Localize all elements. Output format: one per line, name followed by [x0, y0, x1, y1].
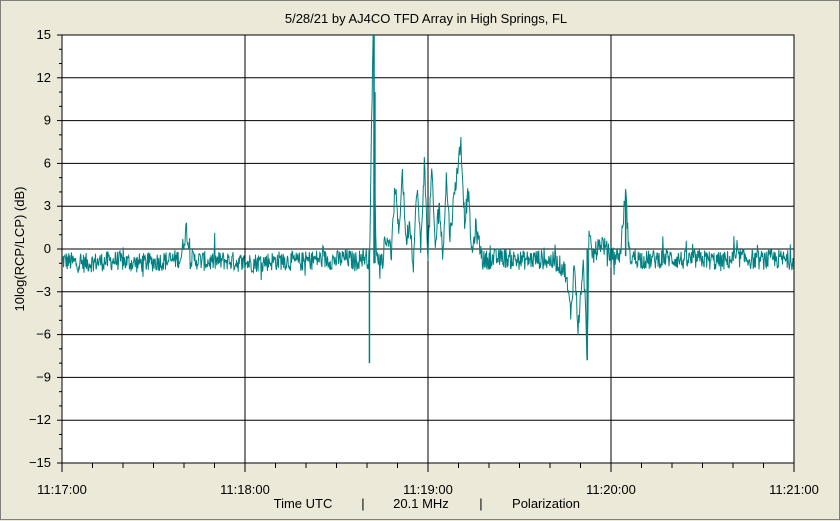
y-tick-label: −15: [29, 455, 51, 470]
x-axis: 11:17:00 11:18:00 11:19:00 11:20:00 11:21:00: [37, 463, 819, 497]
x-tick-label: 11:19:00: [403, 482, 453, 497]
y-tick-label: 15: [37, 27, 51, 42]
x-tick-label: 11:18:00: [220, 482, 270, 497]
y-axis: 15 12 9 6 3 0 −3 −6 −9 −12 −15: [29, 27, 62, 470]
y-tick-label: 6: [44, 155, 51, 170]
y-axis-label: 10log(RCP/LCP) (dB): [12, 187, 27, 312]
x-tick-label: 11:17:00: [37, 482, 87, 497]
x-axis-label-time: Time UTC: [274, 496, 333, 511]
y-tick-label: −3: [36, 284, 51, 299]
x-axis-label-freq: 20.1 MHz: [393, 496, 449, 511]
y-tick-label: 9: [44, 113, 51, 128]
y-tick-label: 0: [44, 241, 51, 256]
series-layer: [61, 34, 795, 364]
x-axis-label-mode: Polarization: [512, 496, 580, 511]
y-tick-label: 12: [37, 70, 51, 85]
series-line: [61, 34, 795, 358]
y-tick-label: −9: [36, 369, 51, 384]
x-axis-label: Time UTC | 20.1 MHz | Polarization: [274, 496, 580, 511]
chart-title: 5/28/21 by AJ4CO TFD Array in High Sprin…: [285, 11, 567, 26]
x-tick-label: 11:21:00: [769, 482, 819, 497]
y-tick-label: −12: [29, 412, 51, 427]
x-axis-label-sep1: |: [361, 496, 364, 511]
y-tick-label: 3: [44, 198, 51, 213]
x-tick-label: 11:20:00: [586, 482, 636, 497]
grid-lines: [62, 35, 794, 463]
y-tick-label: −6: [36, 327, 51, 342]
x-axis-label-sep2: |: [479, 496, 482, 511]
